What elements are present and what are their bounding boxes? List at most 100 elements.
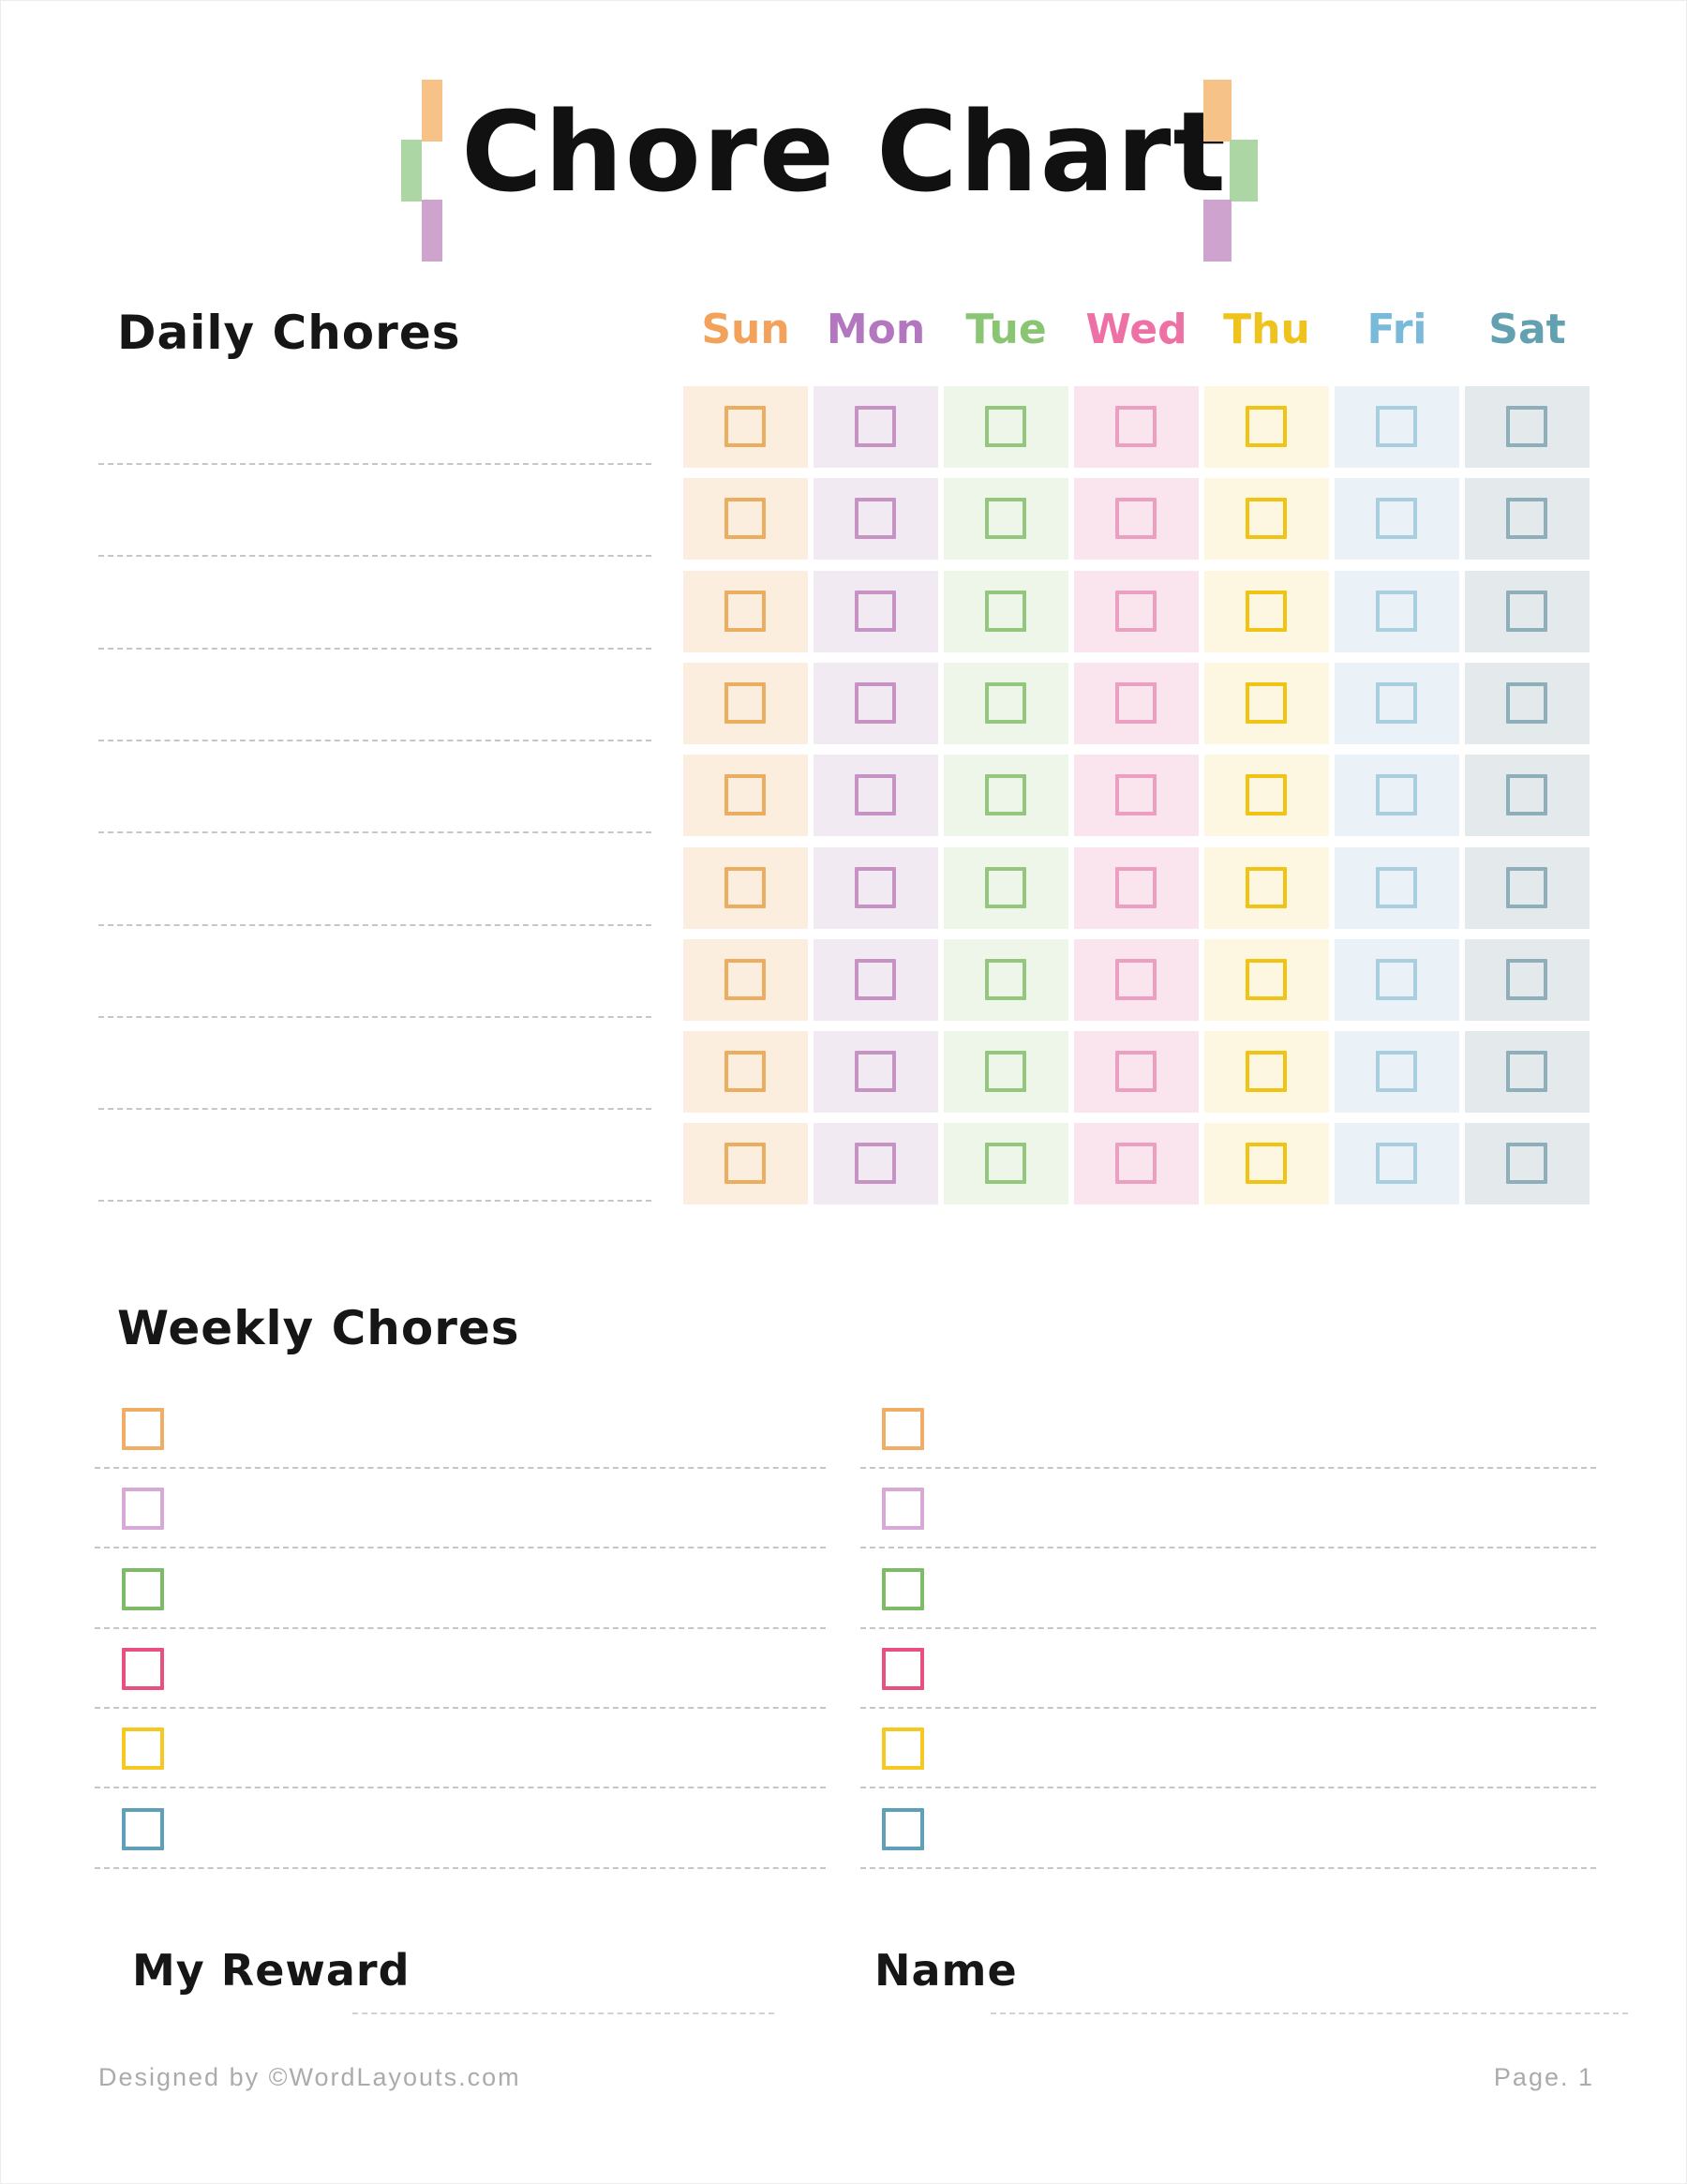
daily-checkbox-fri-row7[interactable] <box>1376 959 1417 1000</box>
daily-checkbox-tue-row7[interactable] <box>985 959 1026 1000</box>
weekly-chore-line-left-6[interactable] <box>95 1867 826 1869</box>
weekly-chore-line-right-5[interactable] <box>860 1787 1596 1788</box>
weekly-checkbox-right-4[interactable] <box>882 1648 924 1690</box>
weekly-chore-line-left-3[interactable] <box>95 1627 826 1629</box>
daily-checkbox-sun-row6[interactable] <box>724 867 766 908</box>
daily-checkbox-thu-row2[interactable] <box>1246 498 1287 539</box>
daily-checkbox-wed-row1[interactable] <box>1115 406 1157 447</box>
daily-checkbox-wed-row7[interactable] <box>1115 959 1157 1000</box>
daily-checkbox-sat-row5[interactable] <box>1506 774 1547 815</box>
weekly-chore-line-right-2[interactable] <box>860 1547 1596 1548</box>
daily-chore-line-9[interactable] <box>98 1200 651 1202</box>
daily-checkbox-mon-row8[interactable] <box>855 1051 896 1092</box>
daily-chore-line-6[interactable] <box>98 924 651 926</box>
daily-checkbox-tue-row2[interactable] <box>985 498 1026 539</box>
daily-chore-line-5[interactable] <box>98 831 651 833</box>
weekly-chore-line-left-4[interactable] <box>95 1707 826 1709</box>
daily-checkbox-fri-row1[interactable] <box>1376 406 1417 447</box>
daily-checkbox-mon-row1[interactable] <box>855 406 896 447</box>
daily-checkbox-wed-row9[interactable] <box>1115 1143 1157 1184</box>
daily-checkbox-sat-row7[interactable] <box>1506 959 1547 1000</box>
weekly-chore-line-right-4[interactable] <box>860 1707 1596 1709</box>
daily-checkbox-sat-row8[interactable] <box>1506 1051 1547 1092</box>
daily-checkbox-tue-row5[interactable] <box>985 774 1026 815</box>
daily-checkbox-thu-row4[interactable] <box>1246 682 1287 724</box>
weekly-checkbox-right-6[interactable] <box>882 1808 924 1850</box>
daily-checkbox-sat-row9[interactable] <box>1506 1143 1547 1184</box>
daily-checkbox-mon-row4[interactable] <box>855 682 896 724</box>
weekly-chore-line-left-5[interactable] <box>95 1787 826 1788</box>
daily-chore-line-1[interactable] <box>98 463 651 465</box>
daily-checkbox-sun-row9[interactable] <box>724 1143 766 1184</box>
weekly-chore-line-right-1[interactable] <box>860 1467 1596 1469</box>
day-label-wed: Wed <box>1085 306 1187 353</box>
daily-checkbox-sat-row2[interactable] <box>1506 498 1547 539</box>
weekly-checkbox-right-5[interactable] <box>882 1728 924 1770</box>
daily-checkbox-fri-row9[interactable] <box>1376 1143 1417 1184</box>
daily-checkbox-sat-row3[interactable] <box>1506 591 1547 632</box>
daily-cell-sat-row8 <box>1465 1031 1590 1113</box>
weekly-chore-line-right-6[interactable] <box>860 1867 1596 1869</box>
daily-checkbox-sun-row7[interactable] <box>724 959 766 1000</box>
daily-checkbox-thu-row9[interactable] <box>1246 1143 1287 1184</box>
daily-checkbox-sat-row6[interactable] <box>1506 867 1547 908</box>
daily-checkbox-mon-row5[interactable] <box>855 774 896 815</box>
daily-checkbox-mon-row2[interactable] <box>855 498 896 539</box>
my-reward-write-in-line[interactable] <box>352 2012 774 2014</box>
weekly-checkbox-right-3[interactable] <box>882 1568 924 1610</box>
daily-checkbox-mon-row3[interactable] <box>855 591 896 632</box>
daily-checkbox-wed-row2[interactable] <box>1115 498 1157 539</box>
weekly-chore-line-left-1[interactable] <box>95 1467 826 1469</box>
daily-checkbox-sat-row4[interactable] <box>1506 682 1547 724</box>
daily-checkbox-fri-row6[interactable] <box>1376 867 1417 908</box>
daily-chore-line-3[interactable] <box>98 648 651 650</box>
weekly-checkbox-left-5[interactable] <box>122 1728 164 1770</box>
weekly-chore-line-left-2[interactable] <box>95 1547 826 1548</box>
weekly-chore-line-right-3[interactable] <box>860 1627 1596 1629</box>
daily-checkbox-sun-row5[interactable] <box>724 774 766 815</box>
daily-checkbox-tue-row3[interactable] <box>985 591 1026 632</box>
daily-chore-line-8[interactable] <box>98 1108 651 1110</box>
daily-chore-line-7[interactable] <box>98 1016 651 1018</box>
daily-checkbox-tue-row4[interactable] <box>985 682 1026 724</box>
daily-checkbox-tue-row1[interactable] <box>985 406 1026 447</box>
daily-checkbox-mon-row7[interactable] <box>855 959 896 1000</box>
daily-checkbox-thu-row1[interactable] <box>1246 406 1287 447</box>
daily-checkbox-fri-row5[interactable] <box>1376 774 1417 815</box>
daily-checkbox-fri-row3[interactable] <box>1376 591 1417 632</box>
daily-checkbox-wed-row5[interactable] <box>1115 774 1157 815</box>
daily-checkbox-fri-row8[interactable] <box>1376 1051 1417 1092</box>
weekly-checkbox-left-4[interactable] <box>122 1648 164 1690</box>
daily-checkbox-sun-row2[interactable] <box>724 498 766 539</box>
daily-checkbox-fri-row4[interactable] <box>1376 682 1417 724</box>
daily-checkbox-sun-row1[interactable] <box>724 406 766 447</box>
weekly-checkbox-right-1[interactable] <box>882 1408 924 1450</box>
daily-checkbox-thu-row6[interactable] <box>1246 867 1287 908</box>
daily-checkbox-mon-row6[interactable] <box>855 867 896 908</box>
daily-checkbox-thu-row7[interactable] <box>1246 959 1287 1000</box>
daily-checkbox-mon-row9[interactable] <box>855 1143 896 1184</box>
daily-checkbox-sun-row4[interactable] <box>724 682 766 724</box>
daily-checkbox-tue-row9[interactable] <box>985 1143 1026 1184</box>
daily-checkbox-tue-row6[interactable] <box>985 867 1026 908</box>
daily-checkbox-tue-row8[interactable] <box>985 1051 1026 1092</box>
weekly-checkbox-left-2[interactable] <box>122 1488 164 1530</box>
daily-checkbox-thu-row5[interactable] <box>1246 774 1287 815</box>
daily-checkbox-wed-row8[interactable] <box>1115 1051 1157 1092</box>
daily-checkbox-thu-row3[interactable] <box>1246 591 1287 632</box>
daily-chore-line-2[interactable] <box>98 555 651 557</box>
weekly-checkbox-left-3[interactable] <box>122 1568 164 1610</box>
daily-checkbox-sun-row8[interactable] <box>724 1051 766 1092</box>
name-write-in-line[interactable] <box>991 2012 1628 2014</box>
weekly-checkbox-left-6[interactable] <box>122 1808 164 1850</box>
daily-checkbox-sat-row1[interactable] <box>1506 406 1547 447</box>
daily-chore-line-4[interactable] <box>98 740 651 741</box>
daily-checkbox-thu-row8[interactable] <box>1246 1051 1287 1092</box>
daily-checkbox-fri-row2[interactable] <box>1376 498 1417 539</box>
daily-checkbox-wed-row4[interactable] <box>1115 682 1157 724</box>
weekly-checkbox-right-2[interactable] <box>882 1488 924 1530</box>
daily-checkbox-wed-row3[interactable] <box>1115 591 1157 632</box>
daily-checkbox-wed-row6[interactable] <box>1115 867 1157 908</box>
daily-checkbox-sun-row3[interactable] <box>724 591 766 632</box>
weekly-checkbox-left-1[interactable] <box>122 1408 164 1450</box>
